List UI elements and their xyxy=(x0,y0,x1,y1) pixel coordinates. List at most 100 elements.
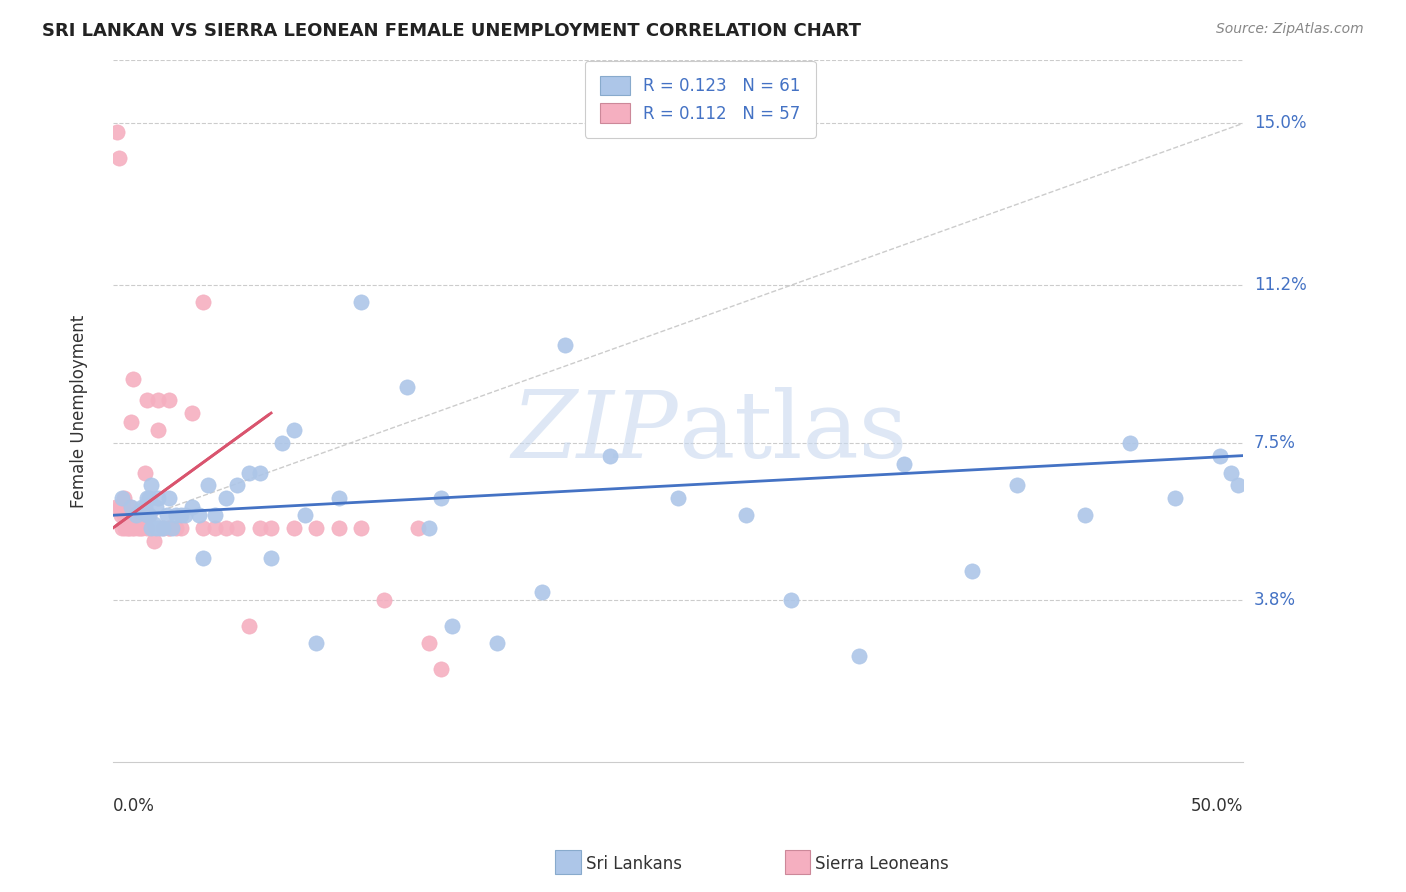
Point xyxy=(238,619,260,633)
Point xyxy=(156,508,179,523)
Point xyxy=(157,521,180,535)
Point xyxy=(779,593,801,607)
Point xyxy=(115,508,138,523)
Point xyxy=(120,508,142,523)
Point xyxy=(599,449,621,463)
Point xyxy=(157,491,180,506)
Point xyxy=(1227,478,1250,492)
Point xyxy=(138,508,160,523)
Point xyxy=(142,516,165,531)
Legend: R = 0.123   N = 61, R = 0.112   N = 57: R = 0.123 N = 61, R = 0.112 N = 57 xyxy=(585,61,815,137)
Point xyxy=(135,508,157,523)
Point xyxy=(531,585,554,599)
Point xyxy=(124,508,146,523)
Point xyxy=(129,504,152,518)
Point xyxy=(149,521,172,535)
Point xyxy=(170,508,193,523)
Point xyxy=(118,500,141,514)
Point xyxy=(129,521,152,535)
Point xyxy=(294,508,316,523)
Point xyxy=(145,521,167,535)
Point xyxy=(157,393,180,408)
Point xyxy=(249,466,271,480)
Point xyxy=(152,521,174,535)
Point xyxy=(124,508,146,523)
Point xyxy=(107,125,129,139)
Text: 3.8%: 3.8% xyxy=(1254,591,1296,609)
Point xyxy=(127,521,149,535)
Point xyxy=(112,508,135,523)
Point xyxy=(429,491,451,506)
Point xyxy=(893,457,915,471)
Point xyxy=(328,491,350,506)
Point xyxy=(125,508,148,523)
Point xyxy=(105,500,128,514)
Point xyxy=(135,491,157,506)
Point xyxy=(1119,435,1142,450)
Point xyxy=(138,491,160,506)
Point xyxy=(204,508,226,523)
Point xyxy=(112,491,135,506)
Point xyxy=(141,521,163,535)
Point xyxy=(260,521,283,535)
Point xyxy=(138,508,160,523)
Point xyxy=(160,521,183,535)
Point xyxy=(111,491,134,506)
Point xyxy=(283,521,305,535)
Point xyxy=(418,521,440,535)
Point xyxy=(146,491,169,506)
Point xyxy=(554,338,576,352)
Point xyxy=(187,508,209,523)
Point xyxy=(174,508,197,523)
Point xyxy=(734,508,756,523)
Point xyxy=(848,648,870,663)
Point xyxy=(305,636,328,650)
Point xyxy=(193,550,215,565)
Point xyxy=(373,593,395,607)
Point xyxy=(215,521,238,535)
Point xyxy=(1073,508,1095,523)
Point xyxy=(120,500,142,514)
Point xyxy=(135,521,157,535)
Point xyxy=(134,500,156,514)
Point xyxy=(350,521,373,535)
Text: Source: ZipAtlas.com: Source: ZipAtlas.com xyxy=(1216,22,1364,37)
Point xyxy=(260,550,283,565)
Point xyxy=(120,415,142,429)
Point xyxy=(170,521,193,535)
Point xyxy=(142,533,165,548)
Point xyxy=(117,521,139,535)
Text: Sierra Leoneans: Sierra Leoneans xyxy=(815,855,949,873)
Point xyxy=(165,521,187,535)
Point xyxy=(1005,478,1028,492)
Point xyxy=(152,521,174,535)
Point xyxy=(350,295,373,310)
Text: 7.5%: 7.5% xyxy=(1254,434,1296,452)
Text: Female Unemployment: Female Unemployment xyxy=(70,314,89,508)
Point xyxy=(112,500,135,514)
Point xyxy=(135,508,157,523)
Point xyxy=(124,521,146,535)
Point xyxy=(395,380,418,394)
Point xyxy=(406,521,429,535)
Point xyxy=(204,521,226,535)
Point xyxy=(283,423,305,437)
Point xyxy=(486,636,509,650)
Point xyxy=(1220,466,1243,480)
Text: ZIP: ZIP xyxy=(512,387,678,477)
Point xyxy=(271,435,294,450)
Text: 11.2%: 11.2% xyxy=(1254,277,1306,294)
Point xyxy=(226,478,249,492)
Point xyxy=(135,393,157,408)
Point xyxy=(122,508,145,523)
Point xyxy=(111,521,134,535)
Point xyxy=(146,393,169,408)
Text: 15.0%: 15.0% xyxy=(1254,114,1306,133)
Point xyxy=(249,521,271,535)
Point xyxy=(181,406,204,420)
Text: Sri Lankans: Sri Lankans xyxy=(586,855,682,873)
Point xyxy=(118,521,141,535)
Point xyxy=(131,521,153,535)
Point xyxy=(440,619,463,633)
Point xyxy=(107,151,129,165)
